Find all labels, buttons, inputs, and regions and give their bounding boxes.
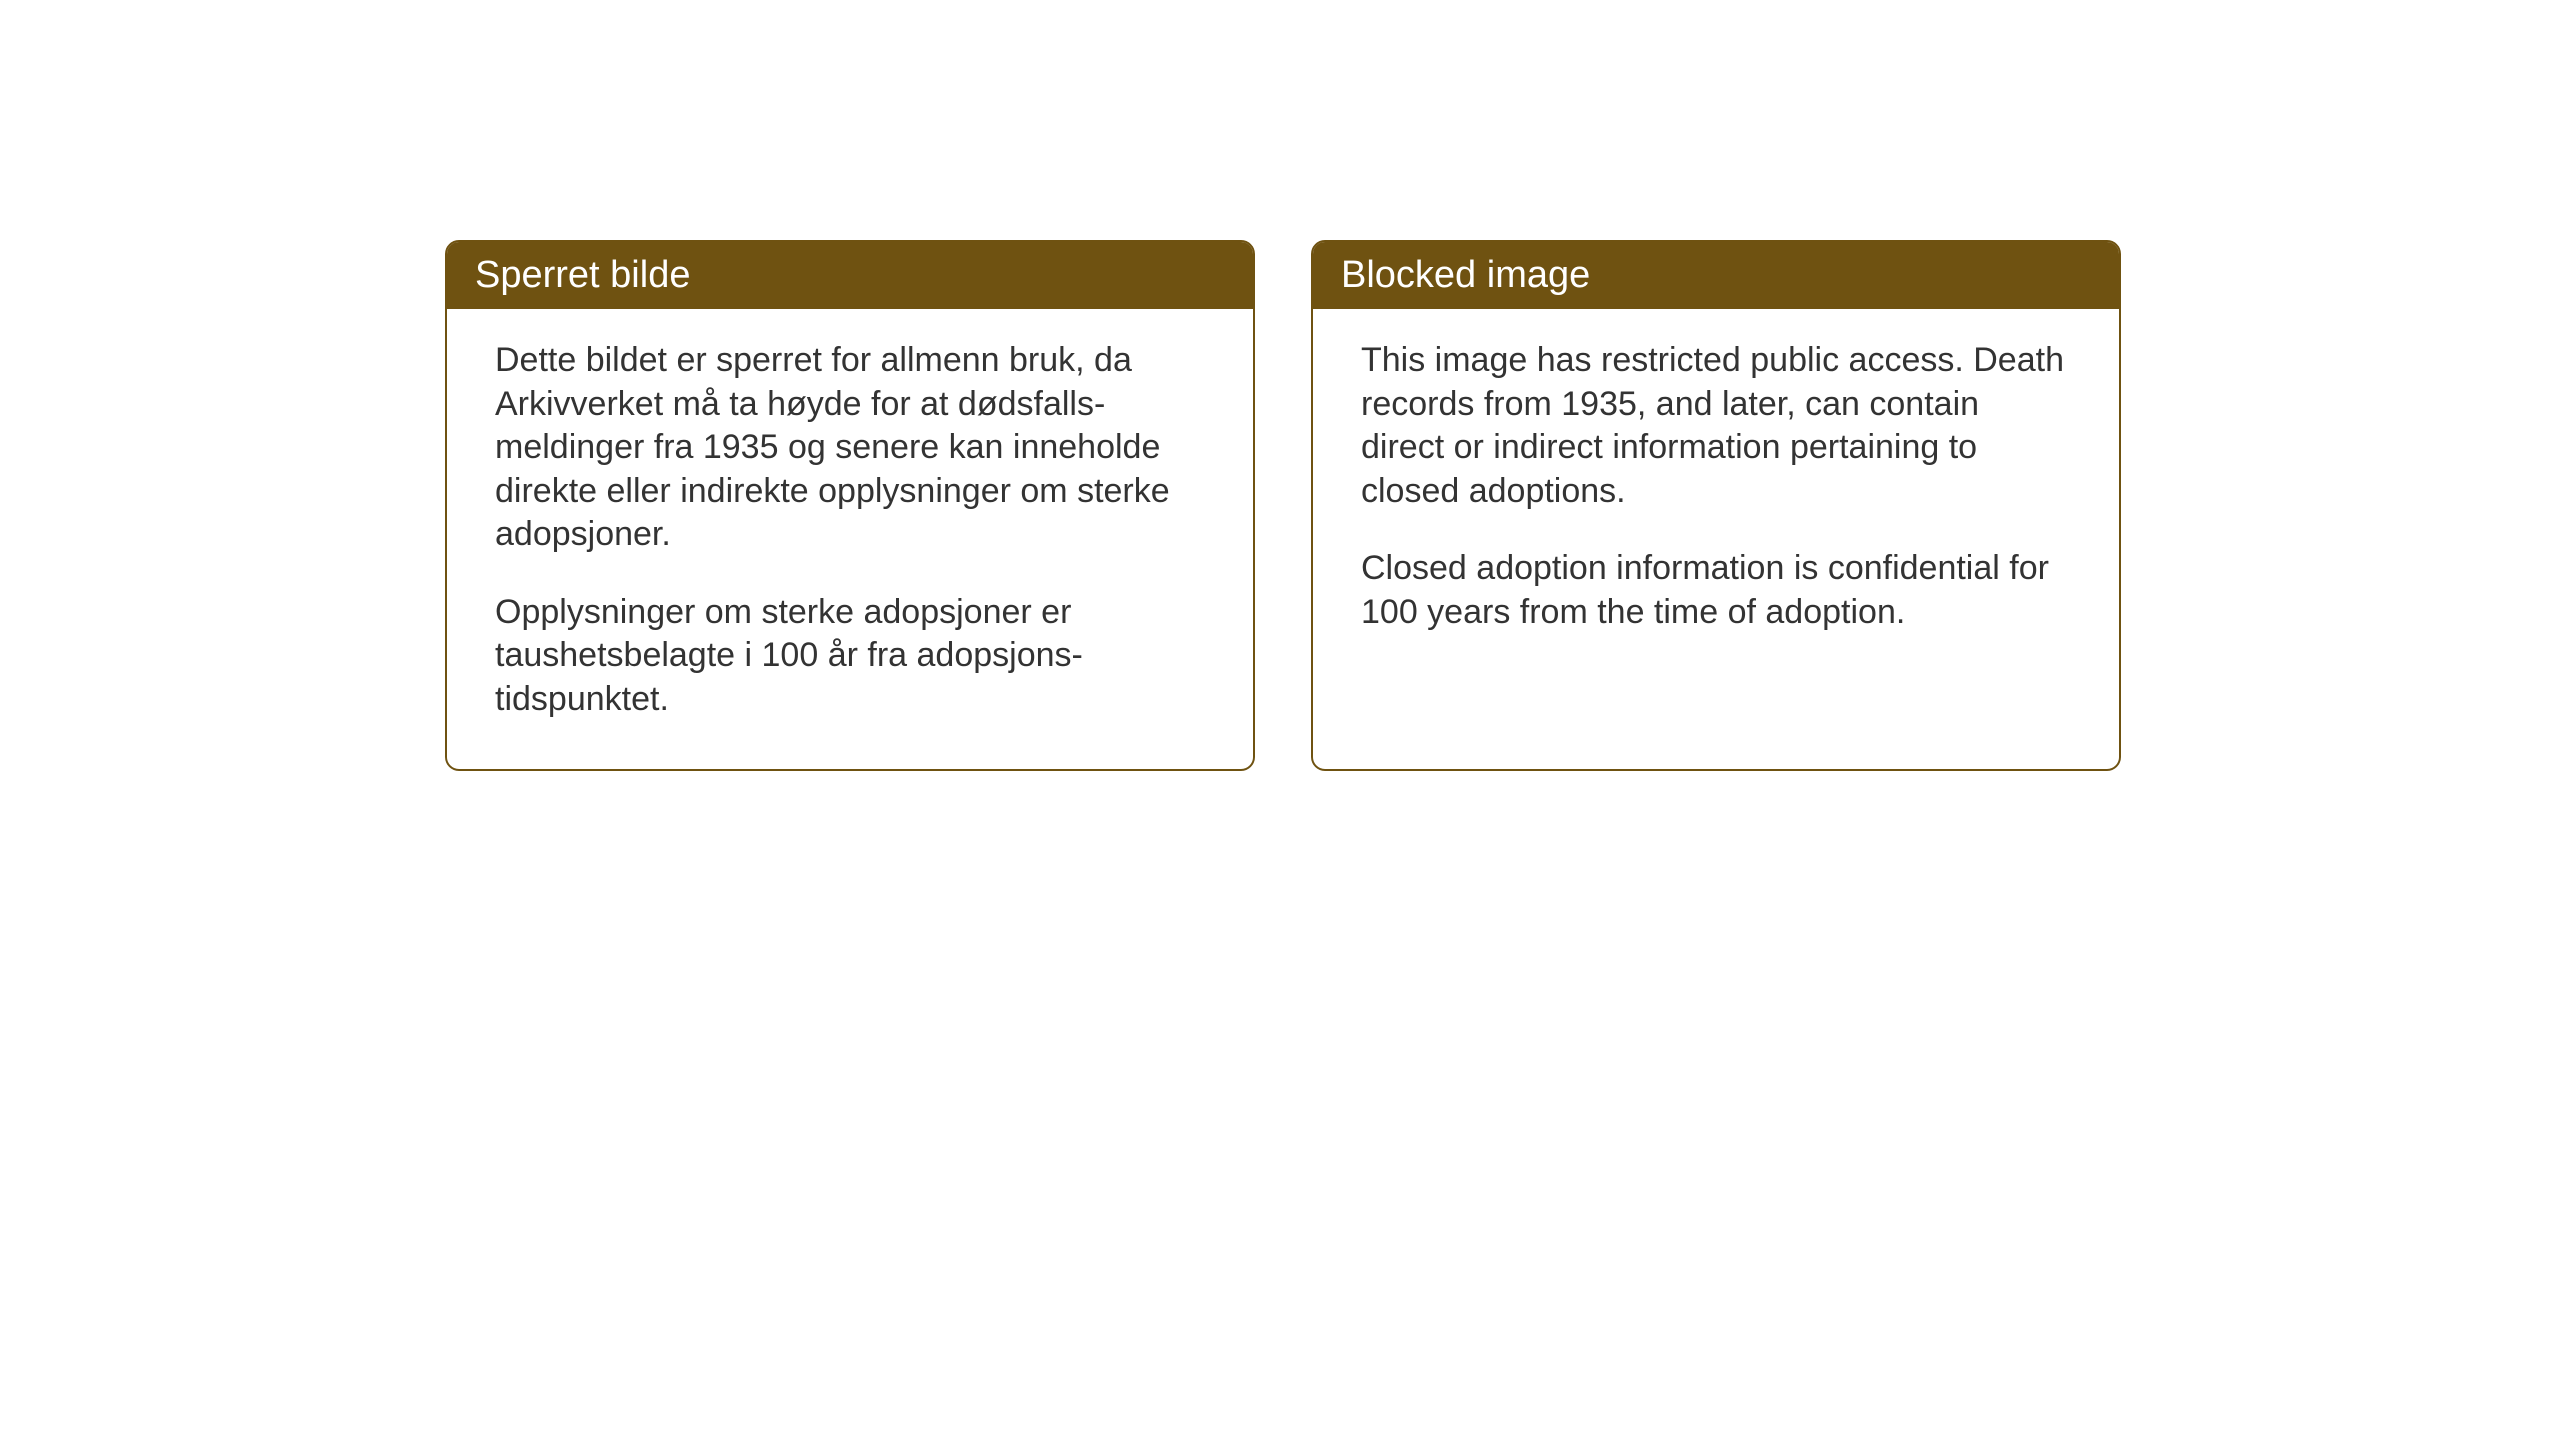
notice-card-english: Blocked image This image has restricted … (1311, 240, 2121, 771)
card-body: This image has restricted public access.… (1313, 309, 2119, 682)
card-paragraph: Closed adoption information is confident… (1361, 547, 2071, 634)
card-body: Dette bildet er sperret for allmenn bruk… (447, 309, 1253, 769)
cards-container: Sperret bilde Dette bildet er sperret fo… (445, 240, 2121, 771)
card-header: Sperret bilde (447, 242, 1253, 309)
notice-card-norwegian: Sperret bilde Dette bildet er sperret fo… (445, 240, 1255, 771)
card-paragraph: Dette bildet er sperret for allmenn bruk… (495, 339, 1205, 557)
card-title: Sperret bilde (475, 254, 690, 296)
card-header: Blocked image (1313, 242, 2119, 309)
card-title: Blocked image (1341, 254, 1590, 296)
card-paragraph: This image has restricted public access.… (1361, 339, 2071, 513)
card-paragraph: Opplysninger om sterke adopsjoner er tau… (495, 591, 1205, 722)
